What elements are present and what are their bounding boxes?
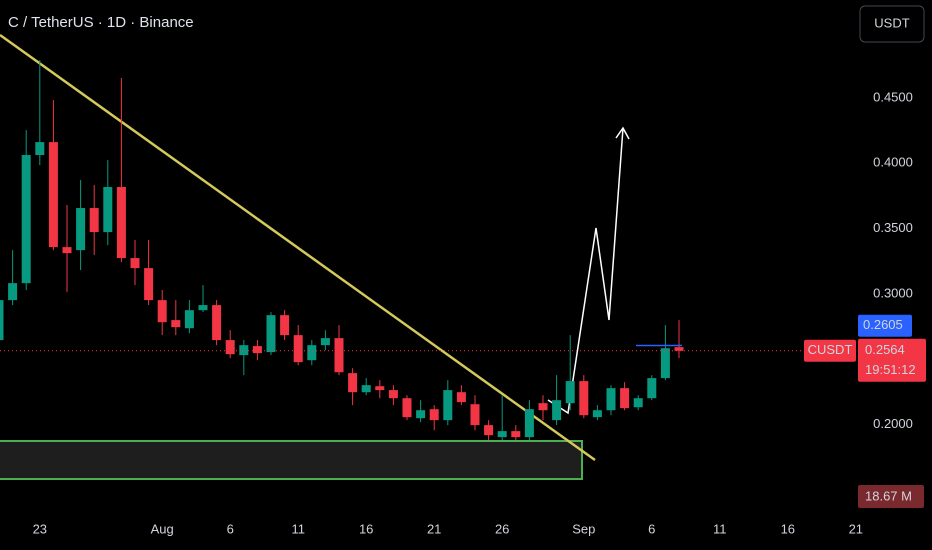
x-tick-label: 26 xyxy=(495,521,509,536)
candle-body xyxy=(21,155,31,284)
line-price-box xyxy=(858,314,912,337)
x-tick-label: Aug xyxy=(151,521,174,536)
candle-body xyxy=(184,310,194,329)
symbol-label: CUSDT xyxy=(808,342,853,357)
volume-label: 18.67 M xyxy=(865,488,912,503)
candle-body xyxy=(225,340,235,355)
candle-body xyxy=(116,187,126,259)
line-price-label: 0.2605 xyxy=(863,317,903,332)
candle-body xyxy=(35,142,45,156)
x-tick-label: 16 xyxy=(781,521,795,536)
candle-body xyxy=(89,208,99,233)
candle-body xyxy=(266,315,276,353)
x-tick-label: 21 xyxy=(427,521,441,536)
candle-body xyxy=(212,305,222,341)
candle-body xyxy=(524,409,534,438)
candle-body xyxy=(552,400,562,421)
candle-body xyxy=(484,425,494,436)
candle-body xyxy=(76,208,86,251)
candle-body xyxy=(103,187,113,233)
volume-box xyxy=(858,485,924,508)
countdown-label: 19:51:12 xyxy=(865,362,916,377)
candle-body xyxy=(674,347,684,351)
candle-body xyxy=(198,305,208,311)
candle-body xyxy=(402,398,412,418)
candle-body xyxy=(144,268,154,301)
candle-body xyxy=(293,335,303,363)
candle-body xyxy=(470,404,480,426)
candle-body xyxy=(171,320,181,328)
candle-body xyxy=(157,300,167,323)
candle-body xyxy=(252,346,262,354)
candle-body xyxy=(8,283,18,301)
candle-body xyxy=(62,247,72,254)
candle-body xyxy=(416,410,426,419)
candle-body xyxy=(0,300,4,341)
symbol-box xyxy=(804,339,856,362)
candle-body xyxy=(565,381,575,404)
candle-body xyxy=(606,388,616,411)
candle-body xyxy=(375,386,385,391)
x-tick-label: 16 xyxy=(359,521,373,536)
last-price-label: 0.2564 xyxy=(865,342,905,357)
candle-body xyxy=(361,385,371,393)
currency-button[interactable] xyxy=(859,5,925,43)
x-tick-label: 6 xyxy=(648,521,655,536)
candle-body xyxy=(307,345,317,361)
candle-body xyxy=(633,398,643,408)
x-tick-label: 11 xyxy=(713,521,727,536)
support-zone xyxy=(0,440,583,480)
candle-body xyxy=(280,315,290,336)
y-tick-label: 0.2000 xyxy=(873,416,913,431)
plot-area xyxy=(0,33,856,480)
candle-body xyxy=(592,410,602,418)
trend-line xyxy=(0,33,596,462)
candle-body xyxy=(443,390,453,421)
last-price-box xyxy=(858,338,926,382)
y-tick-label: 0.4000 xyxy=(873,155,913,170)
x-tick-label: 21 xyxy=(849,521,863,536)
projection-arrow xyxy=(547,127,624,415)
candle-body xyxy=(348,373,358,393)
arrow-head xyxy=(615,126,630,140)
candle-body xyxy=(48,142,58,248)
x-tick-label: Sep xyxy=(572,521,595,536)
candle-body xyxy=(579,381,589,416)
candle-body xyxy=(647,378,657,399)
candle-body xyxy=(538,403,548,411)
y-tick-label: 0.4500 xyxy=(873,89,913,104)
candle-body xyxy=(388,390,398,399)
y-tick-label: 0.3500 xyxy=(873,220,913,235)
candle-body xyxy=(511,431,521,438)
candle-body xyxy=(239,345,249,356)
y-tick-label: 0.3000 xyxy=(873,285,913,300)
x-tick-label: 6 xyxy=(227,521,234,536)
candle-body xyxy=(334,338,344,373)
x-tick-label: 23 xyxy=(33,521,47,536)
candle-body xyxy=(320,338,330,346)
candle-body xyxy=(130,258,140,269)
candle-body xyxy=(429,409,439,421)
x-tick-label: 11 xyxy=(291,521,305,536)
candle-body xyxy=(620,388,630,409)
candle-body xyxy=(497,431,507,438)
currency-label[interactable]: USDT xyxy=(874,15,909,30)
chart-title: C / TetherUS · 1D · Binance xyxy=(8,14,194,31)
candle-body xyxy=(660,348,670,379)
candle-body xyxy=(456,392,466,403)
